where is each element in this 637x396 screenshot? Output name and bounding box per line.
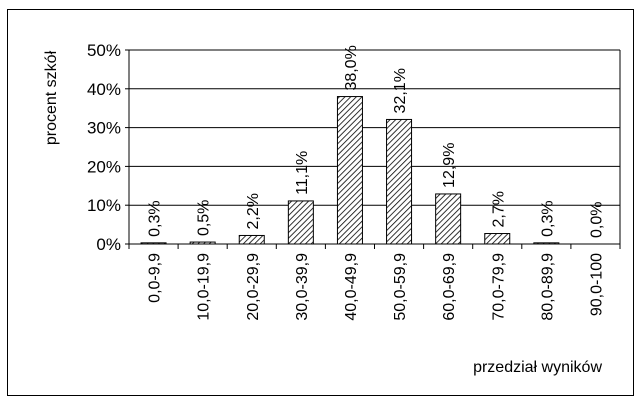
x-tick-label: 70,0-79,9 [490, 253, 507, 321]
x-tick-label: 60,0-69,9 [441, 253, 458, 321]
bar [386, 118, 413, 245]
x-tick-label: 50,0-59,9 [392, 253, 409, 321]
chart-border [7, 9, 634, 396]
x-tick-label: 10,0-19,9 [196, 253, 213, 321]
data-label: 2,7% [490, 191, 507, 227]
bar [238, 234, 265, 245]
data-label: 0,0% [588, 202, 605, 238]
y-tick-label: 10% [87, 196, 121, 215]
data-label: 0,3% [539, 200, 556, 236]
plot-area: 0% 10% 20% 30% 40% 50% 0,3% 0,0-9,9 0,5% 10,0-19,… [87, 41, 621, 321]
bar [435, 193, 462, 245]
bar [287, 200, 314, 245]
data-label: 12,9% [441, 143, 458, 188]
x-tick-label: 90,0-100 [588, 253, 605, 316]
data-label: 2,2% [245, 193, 262, 229]
x-tick-label: 40,0-49,9 [343, 253, 360, 321]
x-tick-label: 30,0-39,9 [294, 253, 311, 321]
bar [484, 233, 511, 245]
data-label: 11,1% [294, 151, 311, 195]
y-tick-label: 40% [87, 80, 121, 99]
y-axis-title: procent szkół [43, 50, 60, 145]
x-axis-title: przedział wyników [473, 359, 602, 376]
data-label: 0,3% [147, 200, 164, 236]
bar [336, 96, 363, 245]
data-label: 32,1% [392, 68, 409, 113]
data-label: 0,5% [196, 200, 213, 236]
y-tick-label: 30% [87, 119, 121, 138]
x-tick-label: 80,0-89,9 [539, 253, 556, 321]
data-label: 38,0% [343, 45, 360, 90]
x-tick-label: 20,0-29,9 [245, 253, 262, 321]
y-tick-label: 20% [87, 157, 121, 176]
y-tick-label: 50% [87, 41, 121, 60]
y-tick-label: 0% [96, 235, 121, 254]
x-tick-label: 0,0-9,9 [147, 253, 164, 303]
